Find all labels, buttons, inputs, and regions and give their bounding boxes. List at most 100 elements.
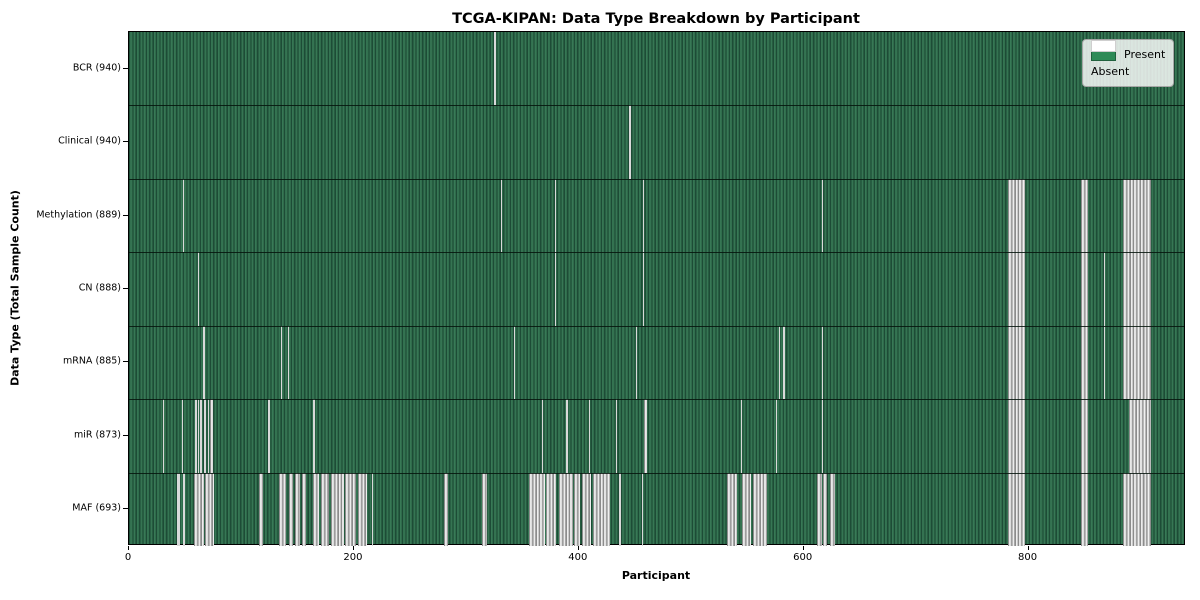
absent-stripe — [775, 399, 777, 473]
absent-stripe — [344, 472, 357, 546]
heatmap-row-MAF — [129, 472, 1184, 546]
y-tick — [123, 68, 128, 69]
absent-stripe — [199, 399, 203, 473]
absent-stripe — [615, 399, 618, 473]
absent-stripe — [295, 472, 300, 546]
row-separator — [129, 472, 1184, 474]
y-tick — [123, 215, 128, 216]
x-axis-title: Participant — [621, 569, 691, 582]
absent-stripe — [162, 399, 165, 473]
y-tick-label-mRNA: mRNA (885) — [62, 355, 121, 367]
absent-stripe — [1081, 252, 1089, 326]
absent-stripe — [182, 472, 186, 546]
legend: Present Absent — [1082, 39, 1174, 87]
y-tick — [123, 141, 128, 142]
absent-stripe — [641, 472, 644, 546]
row-separator — [129, 105, 1184, 107]
absent-stripe — [1081, 472, 1089, 546]
absent-stripe — [619, 472, 621, 546]
legend-absent-label: Absent — [1091, 65, 1130, 78]
absent-stripe — [642, 178, 645, 253]
absent-stripe — [177, 472, 180, 546]
x-tick-label: 800 — [1018, 552, 1038, 563]
absent-stripe — [1008, 399, 1026, 473]
absent-stripe — [1008, 325, 1026, 400]
absent-stripe — [482, 472, 487, 546]
absent-stripe — [821, 325, 823, 400]
absent-stripe — [501, 178, 503, 253]
absent-stripe — [195, 399, 197, 473]
absent-stripe — [529, 472, 546, 546]
absent-stripe — [642, 252, 645, 326]
absent-stripe — [783, 325, 785, 400]
x-tick — [802, 546, 804, 550]
absent-stripe — [555, 178, 557, 253]
absent-stripe — [443, 472, 449, 546]
absent-stripe — [209, 399, 214, 473]
absent-stripe — [778, 325, 781, 400]
absent-stripe — [582, 472, 592, 546]
x-tick-label: 0 — [124, 552, 132, 563]
absent-stripe — [288, 472, 294, 546]
x-tick — [577, 546, 579, 550]
absent-stripe — [268, 399, 270, 473]
absent-stripe — [513, 325, 515, 400]
absent-stripe — [1123, 252, 1152, 326]
x-tick-label: 600 — [793, 552, 813, 563]
absent-stripe — [753, 472, 767, 546]
y-tick — [123, 361, 128, 362]
y-tick — [123, 288, 128, 289]
absent-stripe — [629, 105, 631, 179]
absent-stripe — [588, 399, 591, 473]
absent-stripe — [822, 472, 828, 546]
absent-stripe — [555, 252, 557, 326]
absent-stripe — [636, 325, 638, 400]
y-tick-label-miR: miR (873) — [73, 429, 121, 441]
chart-title: TCGA-KIPAN: Data Type Breakdown by Parti… — [452, 11, 860, 27]
absent-stripe — [313, 399, 315, 473]
legend-present-label: Present — [1124, 48, 1166, 61]
absent-stripe — [203, 325, 205, 400]
plot-area — [128, 31, 1185, 546]
y-tick-label-BCR: BCR (940) — [72, 62, 121, 74]
absent-stripe — [204, 399, 206, 473]
row-separator — [129, 178, 1184, 180]
absent-stripe — [278, 472, 287, 546]
absent-stripe — [1123, 325, 1152, 400]
absent-stripe — [1008, 178, 1026, 253]
absent-stripe — [546, 472, 557, 546]
absent-stripe — [1081, 399, 1089, 473]
absent-stripe — [566, 399, 568, 473]
absent-stripe — [558, 472, 574, 546]
absent-stripe — [194, 472, 205, 546]
absent-stripe — [1008, 252, 1026, 326]
heatmap-row-mRNA — [129, 325, 1184, 400]
y-tick-label-CN: CN (888) — [78, 282, 121, 294]
row-separator — [129, 252, 1184, 254]
absent-stripe — [494, 32, 496, 106]
absent-stripe — [287, 325, 289, 400]
absent-stripe — [817, 472, 822, 546]
x-tick-label: 200 — [343, 552, 363, 563]
heatmap-row-Methylation — [129, 178, 1184, 253]
absent-stripe — [741, 472, 751, 546]
absent-stripe — [593, 472, 611, 546]
row-separator — [129, 399, 1184, 401]
y-tick-label-MAF: MAF (693) — [72, 502, 121, 514]
x-tick — [352, 546, 354, 550]
absent-stripe — [181, 399, 184, 473]
absent-stripe — [280, 325, 283, 400]
x-tick — [128, 546, 129, 550]
absent-stripe — [205, 472, 215, 546]
absent-stripe — [821, 399, 823, 473]
absent-stripe — [313, 472, 320, 546]
heatmap-row-BCR — [129, 32, 1184, 106]
row-separator — [129, 325, 1184, 327]
absent-stripe — [1081, 325, 1089, 400]
legend-entry-absent: Absent — [1091, 40, 1165, 80]
absent-stripe — [321, 472, 330, 546]
absent-stripe — [727, 472, 738, 546]
heatmap-row-CN — [129, 252, 1184, 326]
absent-stripe — [1103, 325, 1106, 400]
